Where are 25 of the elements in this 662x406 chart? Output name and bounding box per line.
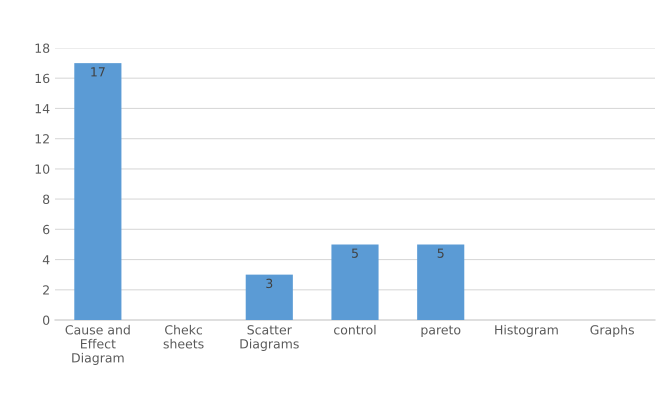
bar [74, 63, 122, 320]
bar [246, 274, 293, 320]
y-tick-label: 4 [42, 255, 50, 264]
y-tick-label: 6 [43, 224, 50, 234]
y-tick-label: 10 [36, 164, 50, 174]
data-label: 3 [266, 278, 272, 288]
x-tick-label: Graphs [590, 324, 634, 337]
bar [331, 244, 379, 320]
x-tick-label: Scatter Diagrams [240, 325, 299, 351]
y-tick-label: 14 [36, 104, 50, 114]
x-tick-label: pareto [422, 326, 460, 337]
x-tick-label: Histogram [495, 324, 558, 337]
y-tick-label: 2 [43, 285, 49, 295]
data-label: 17 [91, 67, 105, 76]
bar [417, 244, 464, 320]
x-tick-label: Chekc sheets [164, 324, 204, 349]
y-tick-label: 12 [36, 134, 49, 144]
y-tick-label: 0 [43, 315, 50, 325]
data-label: 5 [438, 248, 444, 258]
y-tick-label: 16 [36, 74, 50, 84]
y-tick-label: 8 [43, 194, 50, 204]
x-tick-label: control [334, 324, 376, 335]
data-label: 5 [352, 248, 358, 258]
x-tick-label: Cause and Effect Diagram [66, 324, 130, 365]
y-tick-label: 18 [36, 43, 50, 53]
